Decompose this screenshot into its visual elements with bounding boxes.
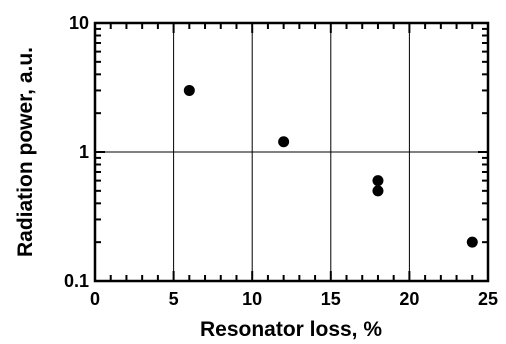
y-tick-labels: 0.1 1 10 — [64, 13, 89, 291]
y-tick-label: 10 — [69, 13, 89, 33]
grid — [95, 23, 488, 281]
data-point — [372, 185, 384, 197]
data-point — [278, 136, 290, 148]
y-tick-label: 1 — [79, 142, 89, 162]
x-tick-label: 10 — [242, 289, 262, 309]
x-tick-labels: 0 5 10 15 20 25 — [90, 289, 498, 309]
data-point — [466, 236, 478, 248]
x-tick-label: 20 — [399, 289, 419, 309]
x-tick-label: 15 — [321, 289, 341, 309]
data-point — [183, 84, 195, 96]
x-axis-title: Resonator loss, % — [200, 318, 382, 341]
data-points — [183, 84, 478, 248]
minor-ticks — [94, 23, 489, 282]
x-tick-label: 25 — [478, 289, 498, 309]
x-tick-label: 5 — [169, 289, 179, 309]
y-tick-label: 0.1 — [64, 271, 89, 291]
y-axis-title: Radiation power, a.u. — [14, 47, 37, 257]
x-tick-label: 0 — [90, 289, 100, 309]
data-point — [372, 175, 384, 187]
